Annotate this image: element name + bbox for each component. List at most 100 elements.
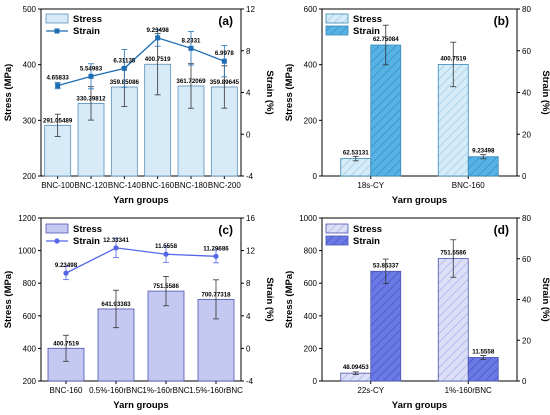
y2-tick-label: 4 [246,89,251,98]
plot-frame [40,217,242,382]
strain-point [163,251,169,257]
strain-line [65,247,217,274]
strain-data-label: 4.65833 [46,75,69,82]
y-tick-label: 1000 [18,247,36,256]
strain-data-label: 53.85337 [373,262,399,269]
y2-tick-label: 12 [246,5,255,14]
legend-label-stress: Stress [73,224,102,235]
x-tick-label: BNC-100 [41,181,74,190]
legend-swatch-stress [325,13,349,24]
y2-tick-label: 20 [522,130,531,139]
x-axis-title: Yarn groups [392,400,447,411]
x-tick-label: BNC-140 [108,181,141,190]
y2-axis-title: Strain (%) [264,70,275,114]
y2-tick-label: 8 [246,279,251,288]
strain-data-label: 11.5558 [155,243,178,250]
y-axis-title: Stress (MPa) [3,64,14,122]
legend-label-stress: Stress [73,14,102,25]
legend-marker-strain [54,238,60,244]
panel-b: 0 200 400 600 0 20 40 60 80 18s-CY BNC-160 Yarn gro… [284,5,550,206]
legend-label-stress: Stress [353,14,382,25]
y-tick-label: 400 [304,61,318,70]
legend-swatch-strain [325,235,349,246]
y-tick-label: 200 [304,344,318,353]
strain-data-label: 62.75084 [373,36,399,43]
strain-data-label: 12.33341 [103,237,129,244]
strain-point [88,73,94,79]
strain-point [55,83,61,89]
legend-marker-strain [54,28,60,34]
stress-data-label: 361.72069 [176,78,206,85]
y-tick-label: 600 [23,312,37,321]
stress-data-label: 641.93383 [101,301,131,308]
y2-tick-label: 0 [246,344,251,353]
strain-data-label: 6.31135 [113,57,136,64]
strain-line [57,37,225,87]
panel-a: 200 300 400 500 -4 0 4 8 12 BNC-100 BNC-120 BNC-140… [3,5,275,206]
strain-data-label: 9.23498 [472,148,495,155]
y2-tick-label: 12 [246,247,255,256]
strain-point [121,65,127,71]
x-tick-label: BNC-160 [50,386,83,395]
strain-data-label: 9.23498 [55,262,78,269]
y-axis-title: Stress (MPa) [3,271,14,329]
stress-data-label: 330.39812 [76,95,106,102]
y2-tick-label: 0 [246,130,251,139]
stress-data-label: 62.53131 [343,150,369,157]
legend-swatch-stress [45,223,69,234]
strain-data-label: 6.9978 [215,50,234,57]
strain-point [213,253,219,259]
y2-tick-label: 60 [522,255,531,264]
stress-data-label: 359.89645 [210,79,240,86]
y2-tick-label: 40 [522,296,531,305]
x-tick-label: 22s-CY [357,386,384,395]
y-tick-label: 200 [304,116,318,125]
strain-point [63,270,69,276]
y-tick-label: 0 [313,172,318,181]
y2-tick-label: 16 [246,214,255,223]
panel-label: (c) [218,223,233,237]
y2-tick-label: 0 [522,172,527,181]
strain-data-label: 8.2331 [182,37,201,44]
strain-bar [370,270,402,382]
legend-swatch-stress [45,13,69,24]
x-axis-title: Yarn groups [113,195,168,206]
strain-data-label: 11.5558 [472,348,495,355]
strain-point [221,58,227,64]
y-tick-label: 600 [304,279,318,288]
strain-bar [467,357,499,382]
y2-tick-label: -4 [246,172,254,181]
x-tick-label: BNC-160 [141,181,174,190]
y-tick-label: 200 [23,377,37,386]
x-tick-label: BNC-180 [175,181,208,190]
y2-axis-title: Strain (%) [264,277,275,321]
panel-label: (a) [218,14,233,28]
x-tick-label: BNC-120 [75,181,108,190]
y-axis-title: Stress (MPa) [284,64,295,122]
x-tick-label: 0.5%-160rBNC [89,386,143,395]
panel-label: (d) [494,223,509,237]
y2-tick-label: 20 [522,336,531,345]
y-tick-label: 1000 [299,214,317,223]
strain-bar [467,156,499,177]
stress-data-label: 400.7519 [145,56,171,63]
x-axis-title: Yarn groups [113,400,168,411]
stress-data-label: 48.09453 [343,364,369,371]
plot-frame [321,217,518,382]
y2-tick-label: 0 [522,377,527,386]
y-tick-label: 300 [23,116,37,125]
y2-tick-label: 8 [246,47,251,56]
y2-tick-label: 80 [522,5,531,14]
y2-tick-label: 4 [246,312,251,321]
y2-axis-title: Strain (%) [540,70,550,114]
y-tick-label: 400 [23,344,37,353]
stress-data-label: 400.7519 [53,340,79,347]
y-tick-label: 500 [23,5,37,14]
panel-d: 0 200 400 600 800 1000 0 20 40 60 80 22s-CY 1%-160rB… [284,214,550,411]
strain-point [188,45,194,51]
stress-data-label: 400.7519 [440,55,466,62]
x-tick-label: 1%-160rBNC [142,386,189,395]
x-tick-label: BNC-200 [208,181,241,190]
y-tick-label: 1200 [18,214,36,223]
